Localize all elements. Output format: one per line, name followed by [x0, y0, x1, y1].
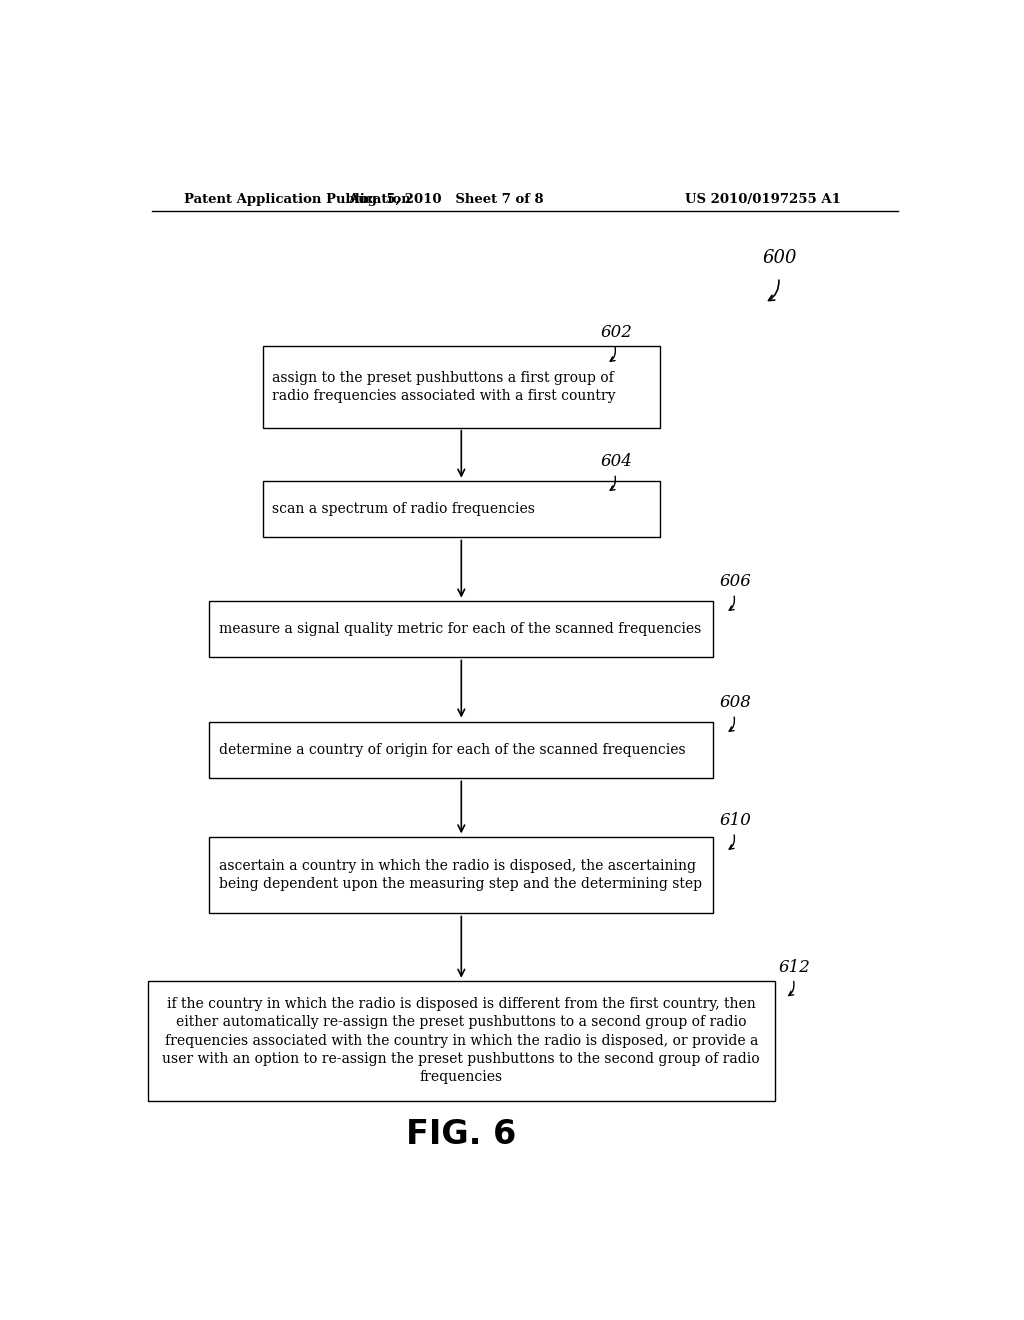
Text: 604: 604 — [600, 454, 632, 470]
FancyBboxPatch shape — [209, 837, 714, 913]
Text: FIG. 6: FIG. 6 — [407, 1118, 516, 1151]
Text: 600: 600 — [763, 249, 798, 267]
Text: 602: 602 — [600, 325, 632, 342]
FancyBboxPatch shape — [263, 346, 659, 428]
FancyBboxPatch shape — [263, 480, 659, 537]
FancyBboxPatch shape — [147, 981, 775, 1101]
Text: assign to the preset pushbuttons a first group of
radio frequencies associated w: assign to the preset pushbuttons a first… — [272, 371, 615, 404]
Text: if the country in which the radio is disposed is different from the first countr: if the country in which the radio is dis… — [163, 997, 760, 1085]
Text: 608: 608 — [719, 694, 752, 711]
Text: determine a country of origin for each of the scanned frequencies: determine a country of origin for each o… — [219, 743, 685, 756]
Text: Aug. 5, 2010   Sheet 7 of 8: Aug. 5, 2010 Sheet 7 of 8 — [347, 193, 544, 206]
Text: 606: 606 — [719, 573, 752, 590]
Text: Patent Application Publication: Patent Application Publication — [183, 193, 411, 206]
Text: US 2010/0197255 A1: US 2010/0197255 A1 — [685, 193, 841, 206]
Text: measure a signal quality metric for each of the scanned frequencies: measure a signal quality metric for each… — [219, 622, 701, 636]
Text: 612: 612 — [778, 958, 811, 975]
FancyBboxPatch shape — [209, 722, 714, 777]
Text: 610: 610 — [719, 812, 752, 829]
Text: ascertain a country in which the radio is disposed, the ascertaining
being depen: ascertain a country in which the radio i… — [219, 859, 701, 891]
Text: scan a spectrum of radio frequencies: scan a spectrum of radio frequencies — [272, 502, 536, 516]
FancyBboxPatch shape — [209, 601, 714, 657]
